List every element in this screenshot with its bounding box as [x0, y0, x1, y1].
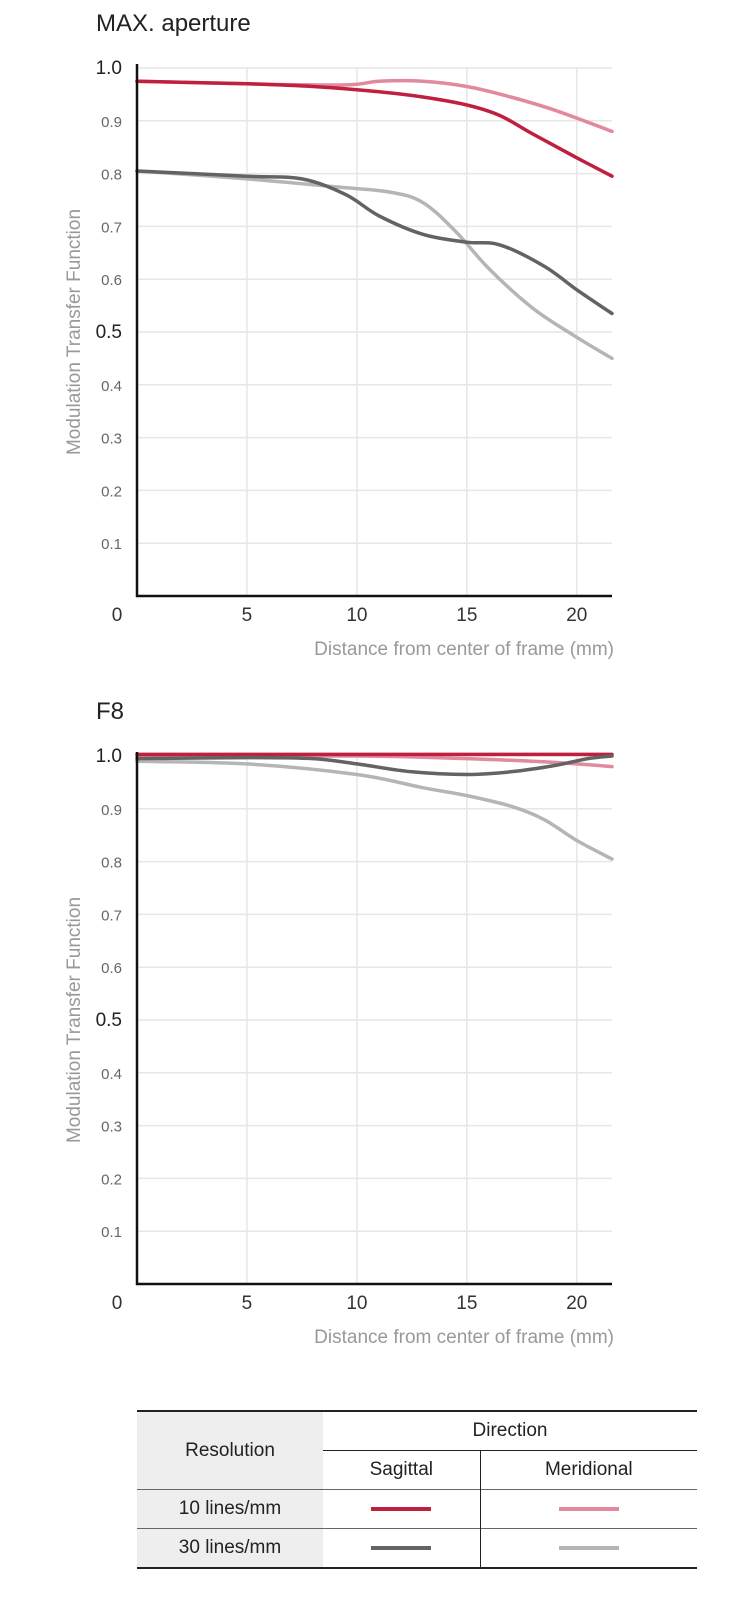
y-tick-label: 0.1 [101, 1224, 122, 1241]
y-tick-label: 0.4 [101, 378, 122, 395]
series-line [135, 169, 614, 361]
y-tick-label: 0.6 [101, 272, 122, 289]
y-tick-label: 0.9 [101, 114, 122, 131]
chart-title-f8: F8 [96, 698, 125, 725]
mtf-chart-max-aperture: 0.1 0.2 0.3 0.4 0.5 0.6 0.7 0.8 0.9 1.0 0 5 10 15 20 Mo… [64, 58, 614, 660]
mtf-chart-f8: 0.1 0.2 0.3 0.4 0.5 0.6 0.7 0.8 0.9 1.0 0 5 10 15 20 Mo… [64, 746, 614, 1348]
y-axis-label: Modulation Transfer Function [64, 897, 85, 1143]
legend-swatch-10-meridional [558, 1506, 619, 1511]
legend-direction-header: Direction [323, 1410, 697, 1451]
y-tick-label: 0.9 [101, 802, 122, 819]
y-tick-label: 0.4 [101, 1066, 122, 1083]
legend-swatch-30-sagittal [371, 1545, 432, 1550]
x-tick-label: 0 [112, 605, 123, 626]
y-axis-label: Modulation Transfer Function [64, 209, 85, 455]
series-line [135, 754, 614, 777]
y-tick-label: 0.5 [96, 322, 122, 343]
legend-row-label: 10 lines/mm [137, 1489, 323, 1529]
y-tick-label: 0.2 [101, 1171, 122, 1188]
x-tick-label: 15 [456, 605, 477, 626]
y-tick-label: 0.7 [101, 907, 122, 924]
y-tick-label: 0.3 [101, 431, 122, 448]
y-tick-label: 0.8 [101, 855, 122, 872]
legend-swatch-30-meridional [558, 1545, 619, 1550]
x-tick-label: 20 [566, 1293, 587, 1314]
y-tick-label: 0.7 [101, 219, 122, 236]
y-tick-label: 0.6 [101, 960, 122, 977]
y-tick-label: 1.0 [96, 58, 122, 79]
y-tick-label: 0.5 [96, 1010, 122, 1031]
x-axis-label: Distance from center of frame (mm) [314, 639, 614, 660]
series-line [135, 759, 614, 861]
series-line [135, 169, 614, 316]
series-line [135, 79, 614, 178]
x-tick-label: 10 [346, 1293, 367, 1314]
x-tick-label: 5 [242, 1293, 253, 1314]
y-tick-label: 1.0 [96, 746, 122, 767]
legend-sagittal-header: Sagittal [323, 1450, 481, 1490]
legend-table: Resolution Direction Sagittal Meridional… [137, 1410, 697, 1569]
y-tick-label: 0.2 [101, 483, 122, 500]
x-tick-label: 5 [242, 605, 253, 626]
legend-meridional-header: Meridional [544, 1459, 633, 1480]
y-tick-label: 0.8 [101, 167, 122, 184]
x-tick-label: 20 [566, 605, 587, 626]
legend-row-label: 30 lines/mm [137, 1528, 323, 1569]
chart-title-max-aperture: MAX. aperture [96, 10, 251, 37]
y-tick-label: 0.1 [101, 536, 122, 553]
x-tick-label: 0 [112, 1293, 123, 1314]
legend-resolution-header: Resolution [137, 1410, 323, 1490]
x-tick-label: 10 [346, 605, 367, 626]
series-line [135, 78, 614, 134]
x-tick-label: 15 [456, 1293, 477, 1314]
legend-swatch-10-sagittal [371, 1506, 432, 1511]
x-axis-label: Distance from center of frame (mm) [314, 1327, 614, 1348]
y-tick-label: 0.3 [101, 1119, 122, 1136]
